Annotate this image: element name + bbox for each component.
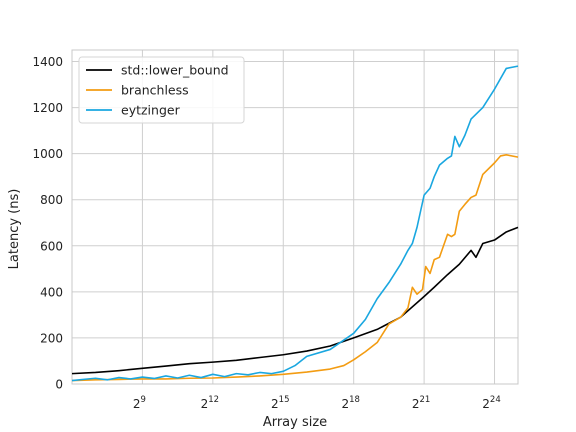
y-tick-label: 1400: [32, 55, 63, 69]
legend-box: [78, 56, 245, 124]
x-axis-label: Array size: [263, 415, 327, 430]
y-tick-label: 1200: [32, 101, 63, 115]
series-layer: [71, 65, 519, 382]
axes-frame: [71, 49, 519, 385]
series-line-0: [71, 226, 519, 375]
legend-label: eytzinger: [121, 103, 181, 118]
legend-label: branchless: [121, 83, 189, 98]
legend-label: std::lower_bound: [121, 63, 229, 78]
x-tick-label: 212: [201, 395, 219, 411]
x-tick-label: 215: [271, 395, 289, 411]
ticks: 0 200 400 600 800 1000 1200 1400 29 212 215 218 221 2…: [32, 55, 500, 411]
y-tick-label: 600: [40, 239, 63, 253]
x-tick-label: 224: [482, 395, 500, 411]
series-line-1: [71, 154, 519, 382]
plot-border: [71, 49, 519, 385]
y-tick-label: 0: [55, 378, 63, 392]
x-tick-label: 221: [412, 395, 430, 411]
grid: [72, 50, 518, 385]
y-axis-label: Latency (ns): [7, 189, 22, 270]
y-tick-label: 200: [40, 331, 63, 345]
x-tick-label: 218: [341, 395, 359, 411]
y-tick-label: 1000: [32, 147, 63, 161]
y-tick-label: 800: [40, 193, 63, 207]
series-line-2: [71, 65, 519, 382]
x-tick-label: 29: [133, 395, 146, 411]
y-tick-label: 400: [40, 285, 63, 299]
